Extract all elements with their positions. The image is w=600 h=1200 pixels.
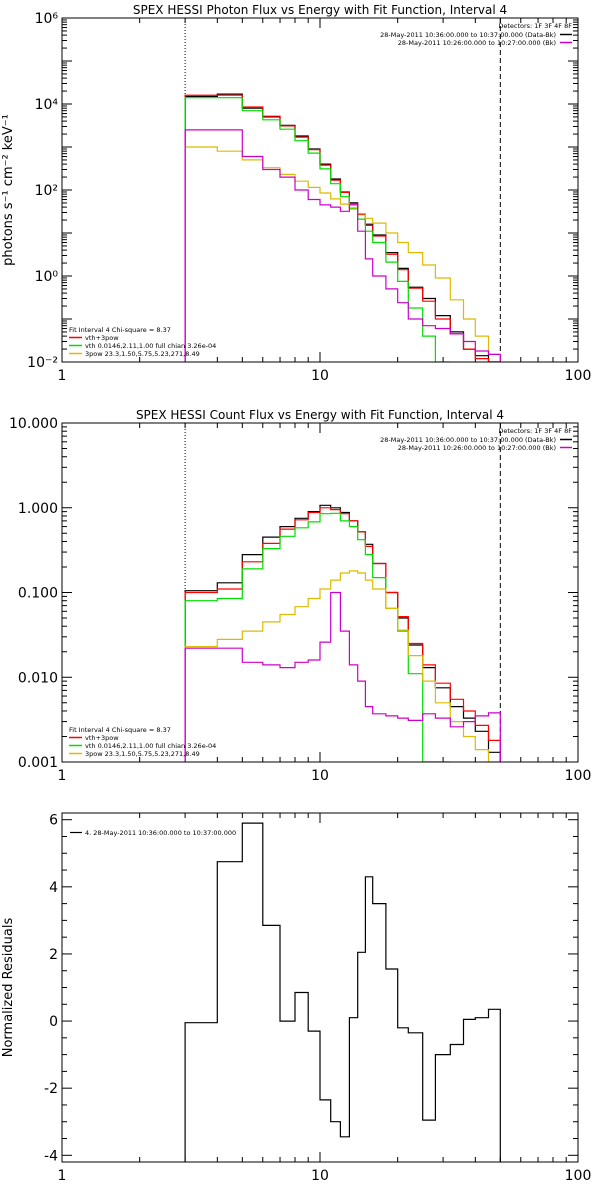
y-tick-label: 6 <box>49 813 58 829</box>
legend-right-entry: 28-May-2011 10:36:00.000 to 10:37:00.000… <box>380 436 556 444</box>
legend-left-entry: 3pow 23.3,1.50,5.75,5.23,271,8.49 <box>85 350 200 358</box>
x-tick-label: 1 <box>58 1168 67 1184</box>
x-tick-label: 10 <box>311 1168 329 1184</box>
fit-info-label: Fit Interval 4 Chi-square = 8.37 <box>69 726 171 734</box>
series-line-3 <box>184 512 451 762</box>
series-line-4 <box>184 146 501 362</box>
series-line-3 <box>184 97 451 362</box>
x-tick-label: 10 <box>311 768 329 784</box>
series-line-5 <box>184 129 501 362</box>
y-tick-label: 10² <box>35 183 58 199</box>
y-tick-label: 10⁻² <box>27 355 58 371</box>
x-tick-label: 1 <box>58 368 67 384</box>
detectors-label: Detectors: 1F 3F 4F 8F <box>498 427 572 435</box>
x-tick-label: 1 <box>58 768 67 784</box>
y-tick-label: 10⁰ <box>35 269 59 285</box>
y-tick-label: 0.100 <box>18 586 58 602</box>
y-tick-label: 4 <box>49 880 58 896</box>
series-group <box>184 93 501 362</box>
series-group <box>184 822 501 1162</box>
y-tick-label: 0.010 <box>18 670 58 686</box>
series-line-1 <box>184 504 501 762</box>
legend-left-entry: vth+3pow <box>85 334 119 342</box>
legend-right-entry: 28-May-2011 10:36:00.000 to 10:37:00.000… <box>380 31 556 39</box>
series-line-5 <box>184 591 501 762</box>
y-tick-label: 10.000 <box>9 416 58 432</box>
y-tick-label: -2 <box>44 1081 58 1097</box>
plot-frame <box>61 422 579 763</box>
series-line-4 <box>184 570 501 762</box>
x-tick-label: 100 <box>565 368 592 384</box>
y-tick-label: 1.000 <box>18 501 58 517</box>
legend-left-entry: 3pow 23.3,1.50,5.75,5.23,271,8.49 <box>85 750 200 758</box>
x-tick-label: 100 <box>565 1168 592 1184</box>
x-tick-label: 100 <box>565 768 592 784</box>
legend-right-entry: 28-May-2011 10:26:00.000 to 10:27:00.000… <box>398 444 556 452</box>
chart-panel-3: 1 10 100 -4 -2 0 2 4 6 Normalized Residuals 4. 28-… <box>1 812 592 1184</box>
series-group <box>184 504 501 762</box>
chart-title: SPEX HESSI Count Flux vs Energy with Fit… <box>136 408 504 422</box>
y-axis-label: Normalized Residuals <box>1 918 16 1058</box>
detectors-label: Detectors: 1F 3F 4F 8F <box>498 22 572 30</box>
chart-title: SPEX HESSI Photon Flux vs Energy with Fi… <box>133 3 507 17</box>
legend-right-entry: 28-May-2011 10:26:00.000 to 10:27:00.000… <box>398 39 556 47</box>
legend-left-entry: vth 0.0146,2.11,1.00 full chian 3.26e-04 <box>85 742 216 750</box>
y-axis-label: photons s⁻¹ cm⁻² keV⁻¹ <box>1 114 16 266</box>
series-line-1 <box>184 822 501 1162</box>
plot-frame <box>61 17 579 363</box>
y-tick-label: 0 <box>49 1014 58 1030</box>
y-tick-label: 10⁶ <box>35 11 59 27</box>
fit-info-label: Fit Interval 4 Chi-square = 8.37 <box>69 326 171 334</box>
x-tick-label: 10 <box>311 368 329 384</box>
y-tick-label: 10⁴ <box>35 97 59 113</box>
legend-left-entry: vth+3pow <box>85 734 119 742</box>
y-tick-label: -4 <box>44 1148 58 1164</box>
y-tick-label: 2 <box>49 947 58 963</box>
chart-panel-2: SPEX HESSI Count Flux vs Energy with Fit… <box>9 408 591 784</box>
plot-frame <box>61 812 579 1163</box>
residual-legend-entry: 4. 28-May-2011 10:36:00.000 to 10:37:00.… <box>85 829 236 837</box>
series-line-2 <box>184 507 501 762</box>
series-line-1 <box>184 93 501 362</box>
y-tick-label: 0.001 <box>18 755 58 771</box>
chart-panel-1: SPEX HESSI Photon Flux vs Energy with Fi… <box>1 3 591 384</box>
legend-left-entry: vth 0.0146,2.11,1.00 full chian 3.26e-04 <box>85 342 216 350</box>
series-line-2 <box>184 94 501 362</box>
